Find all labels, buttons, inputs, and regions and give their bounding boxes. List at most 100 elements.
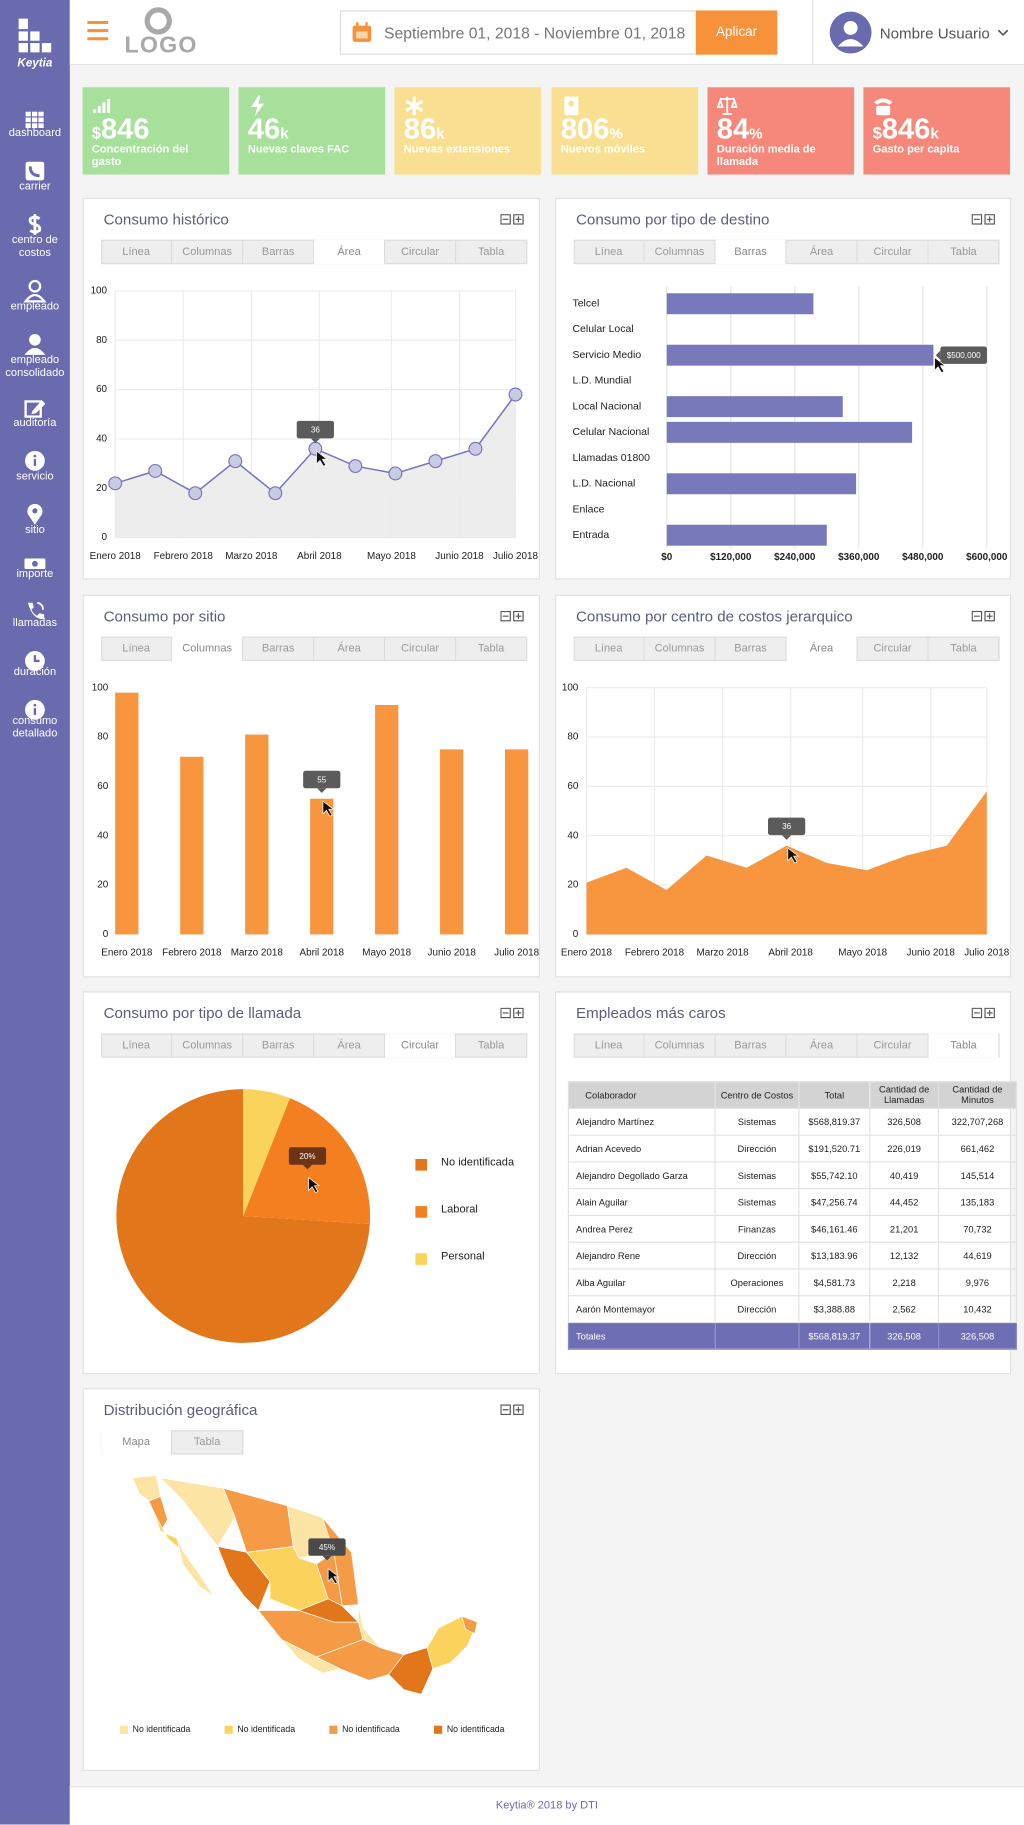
kpi-icon (93, 98, 111, 113)
table-row: Aarón Montemayor Dirección $3,388.88 2,562 1… (567, 1295, 1018, 1324)
nav-icon[interactable] (23, 159, 46, 182)
tab[interactable]: Barras (243, 239, 315, 265)
nav-label[interactable]: servicio (16, 470, 54, 483)
tab[interactable]: Tabla (456, 239, 528, 265)
tab-active[interactable]: Columnas (172, 636, 244, 661)
nav-icon[interactable] (23, 213, 46, 236)
tab[interactable]: Línea (574, 1033, 645, 1058)
tab[interactable]: Columnas (645, 239, 716, 265)
icon-part (38, 117, 44, 123)
calendar-ring (356, 22, 359, 28)
tab[interactable]: Línea (574, 636, 645, 661)
x-tick-label: $600,000 (966, 552, 1008, 563)
tooltip (303, 770, 341, 789)
tab[interactable]: Barras (243, 1033, 315, 1058)
legend-swatch (415, 1206, 428, 1218)
kpi-card: $846k Gasto per capita (863, 87, 1011, 175)
nav-label[interactable]: centro de costos (11, 233, 58, 259)
panel-tools[interactable] (500, 214, 526, 226)
nav-label[interactable]: carrier (19, 180, 51, 194)
panel-tools[interactable] (971, 1007, 998, 1020)
nav-icon[interactable] (23, 279, 47, 303)
nav-label[interactable]: importe (16, 567, 54, 581)
nav-icon[interactable] (23, 108, 46, 131)
user-chevron[interactable] (997, 28, 1009, 37)
icon-part (38, 111, 44, 117)
tab[interactable]: Circular (858, 239, 929, 265)
nav-icon[interactable] (23, 599, 46, 622)
tab[interactable]: Línea (101, 1033, 173, 1058)
tab[interactable]: Línea (101, 239, 173, 265)
tab[interactable]: Circular (385, 239, 457, 265)
nav-icon[interactable] (23, 449, 46, 472)
tab[interactable]: Barras (243, 636, 315, 661)
tab[interactable]: Circular (385, 636, 457, 661)
menu-button[interactable] (87, 20, 110, 42)
panel-tools[interactable] (500, 1404, 526, 1417)
tab[interactable]: Área (787, 239, 858, 265)
tab[interactable]: Tabla (929, 239, 1000, 265)
tab[interactable]: Circular (858, 1033, 929, 1058)
kpi-value: 806 (560, 112, 610, 146)
panel-tools[interactable] (971, 610, 998, 623)
nav-label[interactable]: empleado consolidado (5, 353, 65, 379)
tab[interactable]: Tabla (456, 1033, 528, 1058)
nav-label[interactable]: sitio (25, 523, 45, 537)
tab[interactable]: Línea (574, 239, 645, 265)
panel-tools[interactable] (971, 214, 998, 226)
tab[interactable]: Tabla (929, 636, 1000, 661)
nav-icon[interactable] (23, 552, 46, 575)
brand-block (30, 43, 40, 53)
tab[interactable]: Columnas (645, 636, 716, 661)
tooltip-label: 20% (299, 1152, 315, 1161)
tooltip-pointer (781, 835, 792, 840)
user-avatar[interactable] (829, 10, 873, 54)
nav-label[interactable]: duración (13, 665, 57, 679)
tab[interactable]: Tabla (456, 636, 528, 661)
nav-label[interactable]: auditoría (13, 416, 57, 430)
kpi-value: 84 (716, 112, 750, 146)
tab-active[interactable]: Área (314, 239, 386, 265)
nav-icon[interactable] (23, 649, 46, 672)
tab[interactable]: Tabla (172, 1430, 244, 1455)
tool-sign (986, 1010, 993, 1016)
tab-active[interactable]: Tabla (928, 1033, 1000, 1058)
nav-label[interactable]: llamadas (12, 616, 58, 630)
apply-button[interactable]: Aplicar (695, 10, 778, 55)
tab[interactable]: Circular (858, 636, 929, 661)
tab-active[interactable]: Barras (715, 239, 787, 265)
x-tick-label: Julio 2018 (964, 948, 1010, 959)
tab-active[interactable]: Área (786, 636, 858, 661)
panel-tools[interactable] (500, 1007, 526, 1020)
tooltip-label: 36 (782, 822, 792, 831)
tab[interactable]: Barras (716, 636, 787, 661)
nav-label[interactable]: consumo detallado (12, 714, 58, 740)
nav-label[interactable]: dashboard (8, 126, 62, 140)
tab[interactable]: Columnas (172, 1033, 244, 1058)
tab-active[interactable]: Mapa (101, 1430, 173, 1455)
icon-part (31, 111, 38, 117)
brand-icon (18, 18, 52, 53)
nav-icon[interactable] (23, 698, 46, 721)
date-range-box[interactable]: Septiembre 01, 2018 - Noviembre 01, 2018 (339, 10, 699, 55)
tab[interactable]: Columnas (172, 239, 244, 265)
nav-icon[interactable] (23, 503, 46, 526)
tool-sign (515, 1010, 522, 1016)
panel-tools[interactable] (500, 610, 526, 623)
tab[interactable]: Área (314, 636, 386, 661)
tab[interactable]: Columnas (645, 1033, 716, 1058)
kpi-unit: % (749, 124, 763, 142)
tab[interactable]: Línea (101, 636, 173, 661)
table-cell: Dirección (714, 1295, 800, 1324)
table-cell: 661,462 (937, 1134, 1018, 1163)
tab[interactable]: Área (314, 1033, 386, 1058)
tab-active[interactable]: Circular (385, 1033, 457, 1058)
nav-label[interactable]: empleado (10, 300, 60, 314)
nav-icon[interactable] (23, 333, 46, 356)
user-name[interactable]: Nombre Usuario (879, 24, 990, 42)
y-tick-label: 0 (102, 532, 108, 543)
tab[interactable]: Área (787, 1033, 858, 1058)
tab[interactable]: Barras (716, 1033, 787, 1058)
point (428, 454, 443, 469)
nav-icon[interactable] (23, 397, 46, 420)
